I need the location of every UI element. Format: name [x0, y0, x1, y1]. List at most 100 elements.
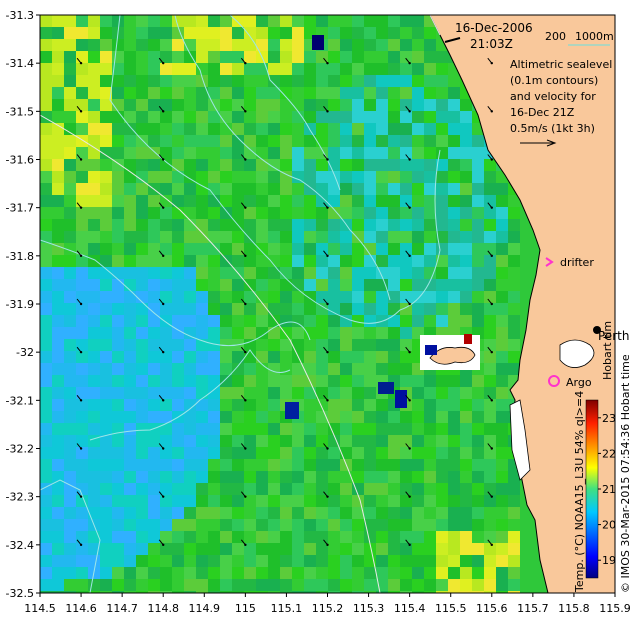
sst-cell: [364, 483, 376, 495]
sst-cell: [268, 279, 280, 291]
sst-cell: [76, 171, 88, 183]
velocity-arrow: [76, 298, 83, 306]
sst-cell: [52, 123, 64, 135]
sst-cell: [424, 207, 436, 219]
sst-cell: [472, 135, 484, 147]
sst-cell: [376, 147, 388, 159]
sst-cell: [340, 315, 352, 327]
sst-cell: [304, 111, 316, 123]
sst-cell: [496, 219, 508, 231]
velocity-arrow: [487, 491, 493, 498]
sst-cell: [40, 375, 52, 387]
sst-cell: [316, 459, 328, 471]
sst-cell: [292, 483, 304, 495]
sst-cell: [340, 375, 352, 387]
sst-cell: [316, 579, 328, 591]
sst-cell: [436, 315, 448, 327]
sst-cell: [484, 519, 496, 531]
sst-cell: [472, 423, 484, 435]
sst-cell: [388, 339, 400, 351]
sst-cell: [100, 219, 112, 231]
sst-cell: [400, 15, 412, 27]
velocity-arrow: [487, 106, 493, 113]
sst-cell: [196, 507, 208, 519]
drifter-marker: [545, 257, 554, 267]
sst-cell: [376, 243, 388, 255]
sst-cell: [328, 135, 340, 147]
sst-cell: [472, 459, 484, 471]
sst-cell: [268, 147, 280, 159]
sst-cell: [124, 243, 136, 255]
sst-cell: [304, 255, 316, 267]
sst-cell: [184, 531, 196, 543]
sst-cell: [424, 579, 436, 591]
sst-cell: [424, 435, 436, 447]
sst-cell: [328, 303, 340, 315]
sst-cell: [40, 15, 52, 27]
sst-cell: [376, 555, 388, 567]
sst-cell: [160, 483, 172, 495]
sst-cell: [232, 123, 244, 135]
sst-cell: [256, 435, 268, 447]
sst-cell: [172, 459, 184, 471]
sst-cell: [124, 231, 136, 243]
sst-cell: [268, 351, 280, 363]
sst-cell: [232, 27, 244, 39]
sst-cell: [208, 267, 220, 279]
sst-cell: [112, 567, 124, 579]
sst-cell: [460, 447, 472, 459]
sst-cell: [436, 195, 448, 207]
sst-cell: [304, 411, 316, 423]
sst-cell: [184, 507, 196, 519]
sst-cell: [124, 171, 136, 183]
sst-cell: [424, 375, 436, 387]
sst-cell: [244, 519, 256, 531]
velocity-arrow: [76, 202, 83, 209]
sst-cell: [100, 135, 112, 147]
sst-cell: [208, 171, 220, 183]
sst-cell: [292, 327, 304, 339]
sst-cell: [316, 327, 328, 339]
sst-cell: [76, 231, 88, 243]
sst-cell: [400, 51, 412, 63]
sst-cell: [160, 399, 172, 411]
sst-cell: [292, 51, 304, 63]
sst-cell: [100, 387, 112, 399]
desc-line-1: Altimetric sealevel: [510, 58, 612, 71]
sst-cell: [112, 63, 124, 75]
sst-cell: [424, 543, 436, 555]
sst-cell: [88, 231, 100, 243]
sst-cell: [124, 495, 136, 507]
sst-cell: [484, 447, 496, 459]
sst-cell: [232, 459, 244, 471]
sst-cell: [400, 243, 412, 255]
sst-cell: [436, 51, 448, 63]
sst-cell: [304, 507, 316, 519]
sst-cell: [424, 75, 436, 87]
sst-cell: [340, 15, 352, 27]
sst-cell: [160, 435, 172, 447]
velocity-arrow: [240, 57, 247, 65]
sst-cell: [268, 63, 280, 75]
sst-cell: [424, 315, 436, 327]
sst-cell: [268, 135, 280, 147]
sst-cell: [340, 63, 352, 75]
sst-cell: [256, 519, 268, 531]
sst-cell: [292, 147, 304, 159]
sst-cell: [244, 447, 256, 459]
sst-cell: [352, 555, 364, 567]
sst-cell: [184, 363, 196, 375]
sst-cell: [388, 507, 400, 519]
sst-cell: [448, 507, 460, 519]
sst-cell: [100, 423, 112, 435]
sst-cell: [124, 15, 136, 27]
sst-cell: [304, 483, 316, 495]
sst-cell: [424, 447, 436, 459]
sst-cell: [124, 363, 136, 375]
sst-cell: [160, 231, 172, 243]
sst-cell: [280, 111, 292, 123]
sst-cell: [148, 555, 160, 567]
sst-cell: [484, 219, 496, 231]
sst-cell: [472, 195, 484, 207]
sst-cell: [364, 111, 376, 123]
